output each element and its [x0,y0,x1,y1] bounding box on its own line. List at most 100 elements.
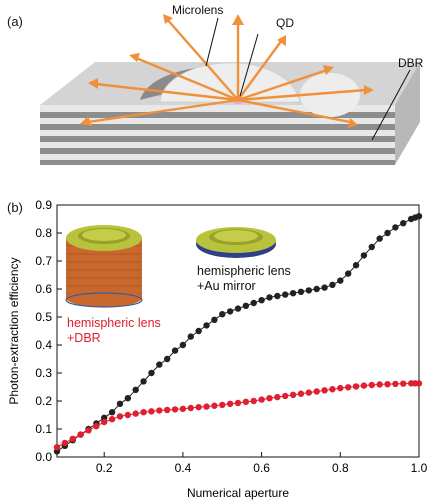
data-point-dbr [124,411,132,419]
data-point-dbr [77,431,84,438]
data-point-au_mirror [282,291,289,298]
data-point-au_mirror [226,308,234,315]
y-tick-label: 0.2 [35,394,52,408]
data-point-dbr [148,408,155,415]
data-point-dbr [61,439,69,447]
data-point-dbr [384,381,391,388]
data-point-dbr [392,380,399,388]
emission-arrows [87,17,367,124]
x-tick-label: 0.2 [96,461,113,475]
data-point-dbr [203,403,210,410]
y-axis-label: Photon-extraction efficiency [7,257,21,404]
data-point-au_mirror [108,409,116,416]
data-point-dbr [368,381,375,389]
data-point-au_mirror [258,297,265,304]
data-point-dbr [376,381,383,388]
data-point-dbr [195,403,202,411]
data-point-au_mirror [384,229,391,237]
data-point-dbr [321,387,328,394]
y-axis-ticks: 0.0 0.1 0.2 0.3 0.4 0.5 0.6 0.7 0.8 0.9 [35,198,62,464]
y-tick-label: 0.6 [35,282,52,296]
data-point-au_mirror [163,355,171,363]
data-point-au_mirror [187,333,194,340]
inset-label-au-line1: hemispheric lens [197,264,291,278]
data-point-au_mirror [234,305,242,312]
data-point-dbr [289,391,297,399]
data-point-dbr [250,397,257,405]
series-dbr [53,380,423,451]
data-point-dbr [108,416,116,423]
data-point-au_mirror [140,378,147,385]
data-point-dbr [297,390,305,397]
dbr-callout: DBR [398,56,424,70]
inset-lens-au [196,227,276,258]
data-point-dbr [329,386,336,393]
y-tick-label: 0.9 [35,198,52,212]
y-tick-label: 0.8 [35,226,52,240]
data-point-dbr [171,406,179,413]
y-tick-label: 0.1 [35,422,52,436]
data-point-au_mirror [219,311,226,318]
microlens-leader [205,17,219,67]
inset-label-au: hemispheric lens +Au mirror [197,264,291,294]
y-tick-label: 0.0 [35,450,52,464]
data-point-dbr [53,444,61,451]
inset-label-dbr: hemispheric lens +DBR [67,316,161,346]
data-point-dbr [85,427,92,434]
data-point-dbr [313,388,320,395]
data-point-au_mirror [116,400,124,407]
data-point-au_mirror [124,395,132,402]
data-point-au_mirror [313,285,320,293]
data-point-au_mirror [179,341,187,349]
inset-label-dbr-line1: hemispheric lens [67,316,161,330]
x-tick-label: 0.6 [253,461,270,475]
data-point-dbr [282,392,289,400]
dbr-stack [40,105,395,165]
data-point-au_mirror [156,361,163,368]
data-point-au_mirror [400,220,407,227]
data-point-au_mirror [352,262,360,269]
data-point-dbr [211,402,218,409]
data-point-au_mirror [360,252,368,259]
data-point-dbr [352,383,360,390]
data-point-dbr [266,395,273,402]
inset-label-dbr-line2: +DBR [67,331,101,345]
data-point-dbr [116,413,124,420]
inset-label-au-line2: +Au mirror [197,279,256,293]
qd-callout: QD [276,16,294,30]
y-tick-label: 0.5 [35,310,52,324]
data-point-au_mirror [305,287,313,294]
data-point-dbr [101,418,108,426]
data-point-au_mirror [242,302,250,309]
data-point-au_mirror [368,243,375,251]
dbr-leader [371,69,411,141]
data-point-dbr [69,435,76,442]
data-point-dbr [305,389,313,396]
microlens-dome [159,62,301,103]
data-point-au_mirror [274,292,281,300]
data-point-dbr [156,407,163,414]
series-au-mirror [53,213,423,455]
data-point-au_mirror [250,299,257,307]
y-tick-label: 0.3 [35,366,52,380]
x-tick-label: 1.0 [411,461,428,475]
data-point-au_mirror [415,213,423,220]
data-point-dbr [274,393,281,401]
microlens-callout: Microlens [172,3,224,17]
data-point-dbr [163,406,171,414]
data-point-au_mirror [329,281,336,288]
x-tick-label: 0.8 [332,461,349,475]
data-point-au_mirror [392,224,399,231]
data-point-au_mirror [289,290,297,297]
data-point-au_mirror [195,327,202,335]
data-point-dbr [344,384,352,391]
data-point-au_mirror [344,270,352,277]
data-point-dbr [360,382,368,389]
data-point-dbr [337,384,344,392]
data-point-dbr [400,380,407,387]
data-point-au_mirror [203,322,210,329]
panel-a-label: (a) [7,14,23,29]
y-tick-label: 0.4 [35,338,52,352]
data-point-au_mirror [171,347,179,354]
data-point-dbr [415,380,423,387]
